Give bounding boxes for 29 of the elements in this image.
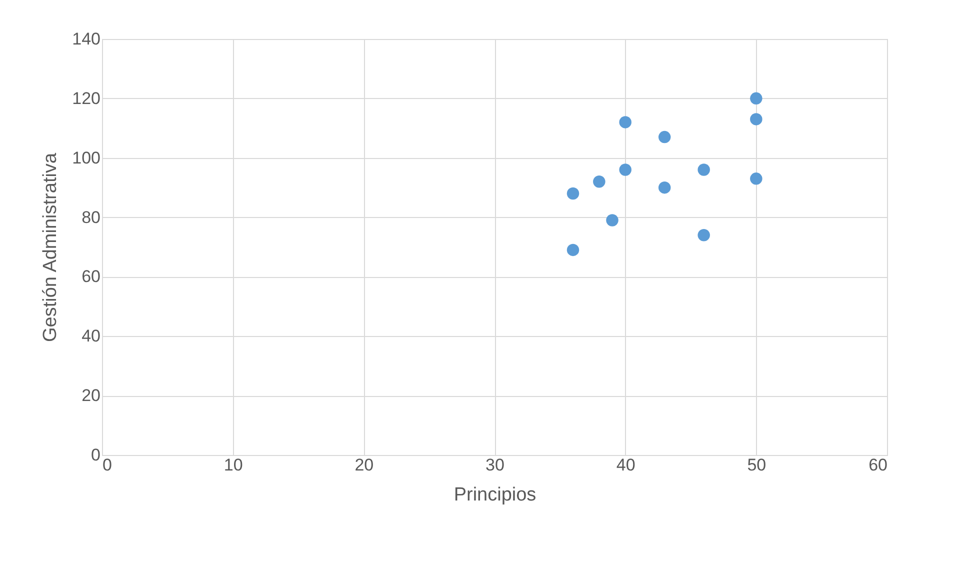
x-tick-label: 40 [616,456,636,474]
point [593,176,606,188]
x-axis-title: Principios [454,484,536,506]
y-tick-label: 40 [82,326,100,346]
point [566,187,580,200]
point [566,244,580,256]
x-tick-label: 60 [868,456,888,474]
x-tick-label: 20 [354,456,374,474]
y-tick-label: 80 [82,208,100,227]
x-tick-label: 10 [224,456,243,474]
x-tick-label: 30 [486,456,504,474]
point [698,229,710,242]
y-tick-label: 100 [72,148,100,168]
point [606,214,618,226]
point [658,181,671,194]
x-tick-label: 0 [102,456,112,474]
point [698,164,710,176]
point [658,130,671,144]
x-tick-label: 50 [747,456,766,474]
point [750,172,762,185]
y-axis-title: Gestión Administrativa [40,152,62,342]
point [750,113,762,126]
y-tick-label: 140 [72,30,100,48]
y-tick-label: 120 [72,88,100,108]
point [619,164,632,176]
point [619,116,632,128]
y-tick-label: 20 [82,386,100,406]
y-tick-label: 60 [82,267,100,286]
point [750,92,762,105]
